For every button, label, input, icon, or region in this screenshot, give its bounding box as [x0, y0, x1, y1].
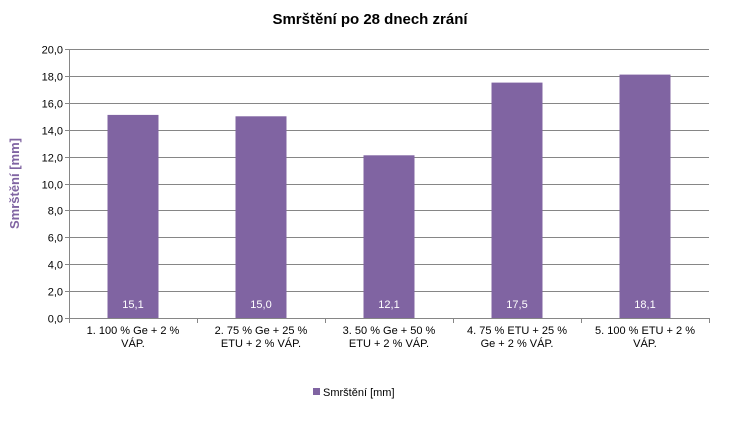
y-axis-tick-labels: 0,0 2,0 4,0 6,0 8,0 10,0 12,0 14,0 16,0 18,0 20,0 [42, 45, 63, 326]
y-tick-label: 20,0 [42, 45, 63, 57]
y-tick-label: 0,0 [48, 314, 63, 326]
y-axis-title: Smrštění [mm] [7, 138, 22, 229]
chart-title: Smrštění po 28 dnech zrání [272, 11, 468, 28]
bar [235, 116, 287, 319]
x-category-label: 4. 75 % ETU + 25 % Ge + 2 % VÁP. [467, 325, 567, 350]
x-category-label: 1. 100 % Ge + 2 % VÁP. [87, 325, 180, 350]
data-label: 15,0 [250, 299, 271, 311]
data-label: 15,1 [122, 299, 143, 311]
y-tick-label: 6,0 [48, 233, 63, 245]
y-tick-label: 4,0 [48, 260, 63, 272]
legend-label: Smrštění [mm] [323, 387, 395, 399]
bar [491, 82, 543, 318]
x-axis-tick-labels: 1. 100 % Ge + 2 % VÁP. 2. 75 % Ge + 25 % ET… [87, 325, 696, 350]
axes [69, 49, 710, 323]
y-tick-label: 14,0 [42, 126, 63, 138]
legend-swatch [313, 388, 320, 395]
y-tick-label: 2,0 [48, 287, 63, 299]
bar [107, 114, 159, 319]
y-tick-label: 18,0 [42, 72, 63, 84]
y-tick-label: 10,0 [42, 180, 63, 192]
y-tick-label: 8,0 [48, 206, 63, 218]
bar-series: 15,1 15,0 12,1 17,5 18,1 [107, 74, 671, 319]
data-label: 17,5 [506, 299, 527, 311]
x-category-label: 2. 75 % Ge + 25 % ETU + 2 % VÁP. [215, 325, 308, 350]
bar [619, 74, 671, 318]
x-category-label: 5. 100 % ETU + 2 % VÁP. [595, 325, 695, 350]
bar [363, 155, 415, 318]
y-tick-label: 12,0 [42, 153, 63, 165]
data-label: 12,1 [378, 299, 399, 311]
legend: Smrštění [mm] [313, 387, 395, 399]
data-label: 18,1 [634, 299, 655, 311]
y-tick-label: 16,0 [42, 99, 63, 111]
x-category-label: 3. 50 % Ge + 50 % ETU + 2 % VÁP. [343, 325, 436, 350]
